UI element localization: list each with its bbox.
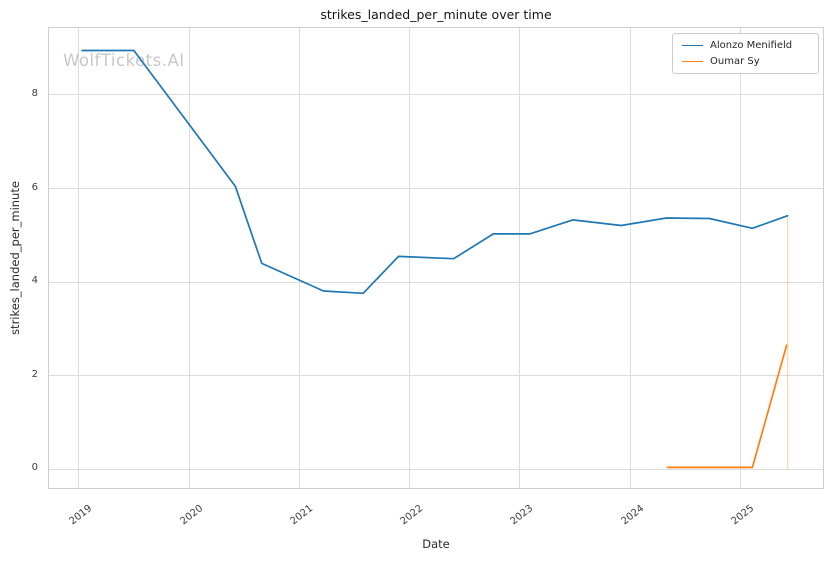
y-gridline (49, 375, 823, 377)
x-gridline (188, 28, 190, 488)
series-line-alonzo-menifield (81, 49, 789, 295)
legend-line-sample-blue (682, 45, 703, 46)
series-line-oumar-sy (666, 344, 788, 469)
y-tick-label: 0 (31, 462, 38, 474)
x-tick-label: 2025 (729, 503, 757, 528)
x-tick-label: 2021 (288, 503, 316, 528)
x-tick-label: 2020 (177, 503, 205, 528)
x-tick-label: 2023 (508, 503, 536, 528)
x-tick-label: 2019 (67, 503, 95, 528)
y-gridline (49, 188, 823, 189)
legend-label: Oumar Sy (710, 56, 760, 67)
legend-item-oumar-sy: Oumar Sy (682, 56, 810, 67)
series-layer (81, 49, 789, 470)
x-gridline (739, 28, 741, 488)
legend-item-alonzo-menifield: Alonzo Menifield (682, 40, 810, 51)
x-gridline (519, 28, 521, 488)
chart-title: strikes_landed_per_minute over time (320, 7, 552, 22)
y-gridline (49, 94, 823, 96)
x-gridline (298, 28, 300, 488)
watermark: WolfTickets.AI (63, 51, 185, 70)
x-gridline (78, 28, 80, 488)
y-tick-label: 4 (31, 275, 38, 287)
y-tick-label: 6 (31, 181, 38, 193)
legend: Alonzo Menifield Oumar Sy (672, 33, 819, 74)
x-axis-label: Date (422, 537, 450, 551)
x-tick-label: 2022 (398, 503, 426, 528)
legend-line-sample-orange (682, 61, 703, 62)
y-tick-label: 8 (31, 87, 38, 99)
y-axis-label: strikes_landed_per_minute (8, 181, 22, 335)
y-gridline (49, 281, 823, 283)
y-tick-label: 2 (31, 368, 38, 380)
legend-label: Alonzo Menifield (710, 40, 793, 51)
y-gridline (49, 468, 823, 470)
x-tick-label: 2024 (619, 503, 646, 528)
x-gridline (629, 28, 631, 488)
plot-area: WolfTickets.AI (48, 27, 824, 489)
x-gridline (409, 28, 411, 488)
